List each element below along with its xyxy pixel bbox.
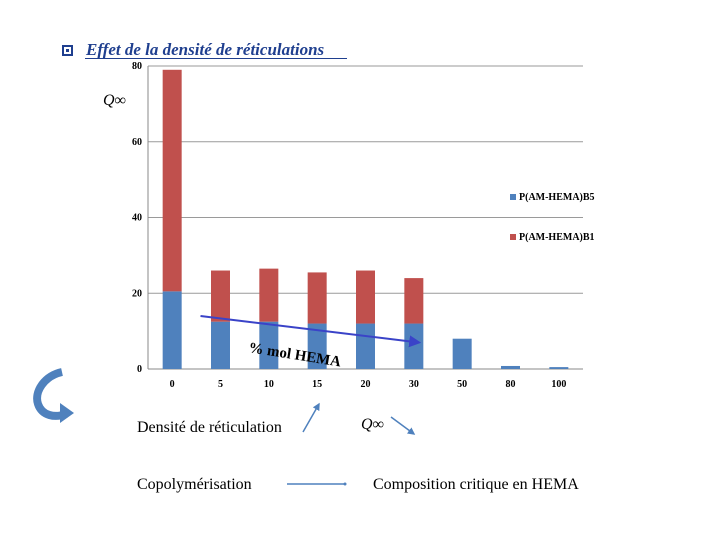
x-tick-label: 100 <box>551 379 566 390</box>
legend-swatch <box>510 234 516 240</box>
bar-segment <box>404 323 424 369</box>
y-tick-layer: 0 20 40 60 80 <box>132 61 142 375</box>
y-tick-label: 0 <box>137 364 142 375</box>
bar-segment <box>259 268 279 322</box>
legend: P(AM-HEMA)B5 P(AM-HEMA)B1 <box>510 192 595 243</box>
x-tick-label: 30 <box>409 379 419 390</box>
bar-segment <box>404 278 424 324</box>
y-tick-label: 40 <box>132 213 142 224</box>
curved-arrow-head-icon <box>60 403 74 423</box>
density-label: Densité de réticulation <box>137 419 282 436</box>
bar-segment <box>356 270 375 324</box>
y-tick-label: 20 <box>132 288 142 299</box>
legend-label: P(AM-HEMA)B5 <box>519 192 595 203</box>
bar-segment <box>211 270 230 322</box>
bar-segment <box>259 321 279 369</box>
legend-swatch <box>510 194 516 200</box>
q-infinity-label-2: Q∞ <box>361 416 384 433</box>
x-tick-label: 5 <box>218 379 223 390</box>
bar-segment <box>307 272 327 324</box>
y-tick-label: 60 <box>132 137 142 148</box>
up-arrow-icon <box>302 402 320 433</box>
bar-segment <box>356 323 375 369</box>
bar-layer <box>162 69 569 369</box>
curved-arrow-icon <box>33 368 68 420</box>
legend-label: P(AM-HEMA)B1 <box>519 232 595 243</box>
x-tick-label: 10 <box>264 379 274 390</box>
x-tick-label: 20 <box>361 379 371 390</box>
trend-arrow <box>200 314 422 348</box>
x-tick-label: 15 <box>312 379 322 390</box>
slide-title: Effet de la densité de réticulations <box>86 40 325 59</box>
bullet-square-icon <box>62 44 73 56</box>
x-tick-label: 50 <box>457 379 467 390</box>
bar-segment <box>452 338 472 369</box>
composition-label: Composition critique en HEMA <box>373 476 579 493</box>
x-tick-layer: 0 5 10 15 20 30 50 80 100 <box>170 379 567 390</box>
bar-segment <box>501 365 520 369</box>
bar-segment <box>549 367 569 369</box>
title-underline <box>85 58 347 59</box>
bar-segment <box>307 323 327 369</box>
y-tick-label: 80 <box>132 61 142 72</box>
x-tick-label: 80 <box>506 379 516 390</box>
connector-dot <box>343 482 347 486</box>
bar-segment <box>162 291 182 369</box>
copolymerisation-label: Copolymérisation <box>137 476 252 493</box>
bar-segment <box>162 69 182 292</box>
title-row: Effet de la densité de réticulations <box>62 38 324 62</box>
bar-segment <box>211 321 230 369</box>
q-infinity-label: Q∞ <box>103 92 126 109</box>
x-tick-label: 0 <box>170 379 175 390</box>
down-arrow-icon <box>390 416 416 435</box>
